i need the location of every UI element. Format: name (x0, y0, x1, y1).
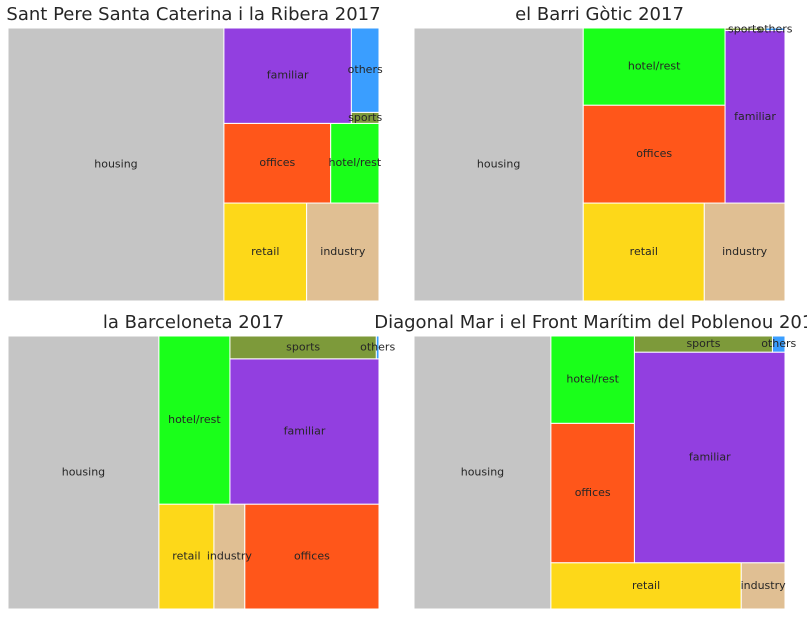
treemap-cell (413, 27, 584, 302)
treemap-cell (306, 202, 380, 302)
cell-label: industry (320, 245, 366, 258)
cell-label: industry (207, 550, 253, 563)
cell-label: others (757, 22, 792, 35)
cell-label: retail (172, 550, 200, 563)
treemap-cell (350, 27, 380, 113)
treemap-panel: la Barceloneta 2017 housing retail industry… (7, 312, 395, 610)
treemap-panel: Diagonal Mar i el Front Marítim del Pobl… (374, 312, 807, 610)
cell-label: familiar (284, 424, 326, 437)
cell-label: hotel/rest (628, 60, 681, 73)
cell-label: housing (94, 158, 137, 171)
cell-label: familiar (689, 450, 731, 463)
treemap-cell (550, 422, 635, 564)
treemap-cell (550, 335, 635, 424)
treemap-cell (764, 27, 786, 32)
cell-label: sports (686, 337, 720, 350)
cell-label: sports (286, 340, 320, 353)
cell-label: industry (741, 579, 787, 592)
chart-title: Diagonal Mar i el Front Marítim del Pobl… (374, 312, 807, 333)
treemap-cell (229, 358, 380, 505)
treemap-cell (582, 27, 726, 106)
cell-label: hotel/rest (168, 413, 221, 426)
treemap-cell (633, 351, 786, 564)
treemap-cell (582, 104, 726, 204)
treemap-cell (158, 335, 231, 505)
cell-label: housing (461, 466, 504, 479)
treemap-cell (703, 202, 786, 302)
treemap-cell (7, 27, 225, 302)
treemap-cell (740, 562, 786, 610)
chart-title: Sant Pere Santa Caterina i la Ribera 201… (6, 4, 380, 25)
treemap-panel: Sant Pere Santa Caterina i la Ribera 201… (6, 4, 383, 302)
cell-label: others (348, 63, 383, 76)
cell-label: housing (477, 158, 520, 171)
treemap-cell (330, 122, 380, 204)
treemap-cell (582, 202, 705, 302)
cell-label: offices (294, 550, 330, 563)
cell-label: others (761, 337, 796, 350)
treemap-cell (724, 30, 786, 204)
cell-label: offices (575, 486, 611, 499)
cell-label: familiar (734, 110, 776, 123)
chart-title: la Barceloneta 2017 (103, 312, 284, 333)
treemap-cell (413, 335, 552, 610)
cell-label: retail (630, 245, 658, 258)
cell-label: sports (348, 111, 382, 124)
cell-label: offices (636, 147, 672, 160)
cell-label: offices (259, 156, 295, 169)
cell-label: hotel/rest (566, 373, 619, 386)
treemap-cell (771, 335, 786, 353)
cell-label: housing (62, 466, 105, 479)
treemap-cell (223, 122, 332, 204)
cell-label: retail (632, 579, 660, 592)
cell-label: hotel/rest (329, 156, 382, 169)
treemap-cell (213, 503, 246, 610)
treemap-cell (158, 503, 215, 610)
treemap-cell (7, 335, 160, 610)
treemap-panel: el Barri Gòtic 2017 housing retail industry… (413, 4, 793, 302)
treemap-cell (244, 503, 380, 610)
cell-label: sports (728, 22, 762, 35)
treemap-cell (375, 335, 380, 360)
chart-title: el Barri Gòtic 2017 (515, 4, 684, 25)
cell-label: familiar (267, 69, 309, 82)
cell-label: retail (251, 245, 279, 258)
cell-label: industry (722, 245, 768, 258)
treemap-cell (223, 27, 352, 124)
cell-label: others (360, 340, 395, 353)
